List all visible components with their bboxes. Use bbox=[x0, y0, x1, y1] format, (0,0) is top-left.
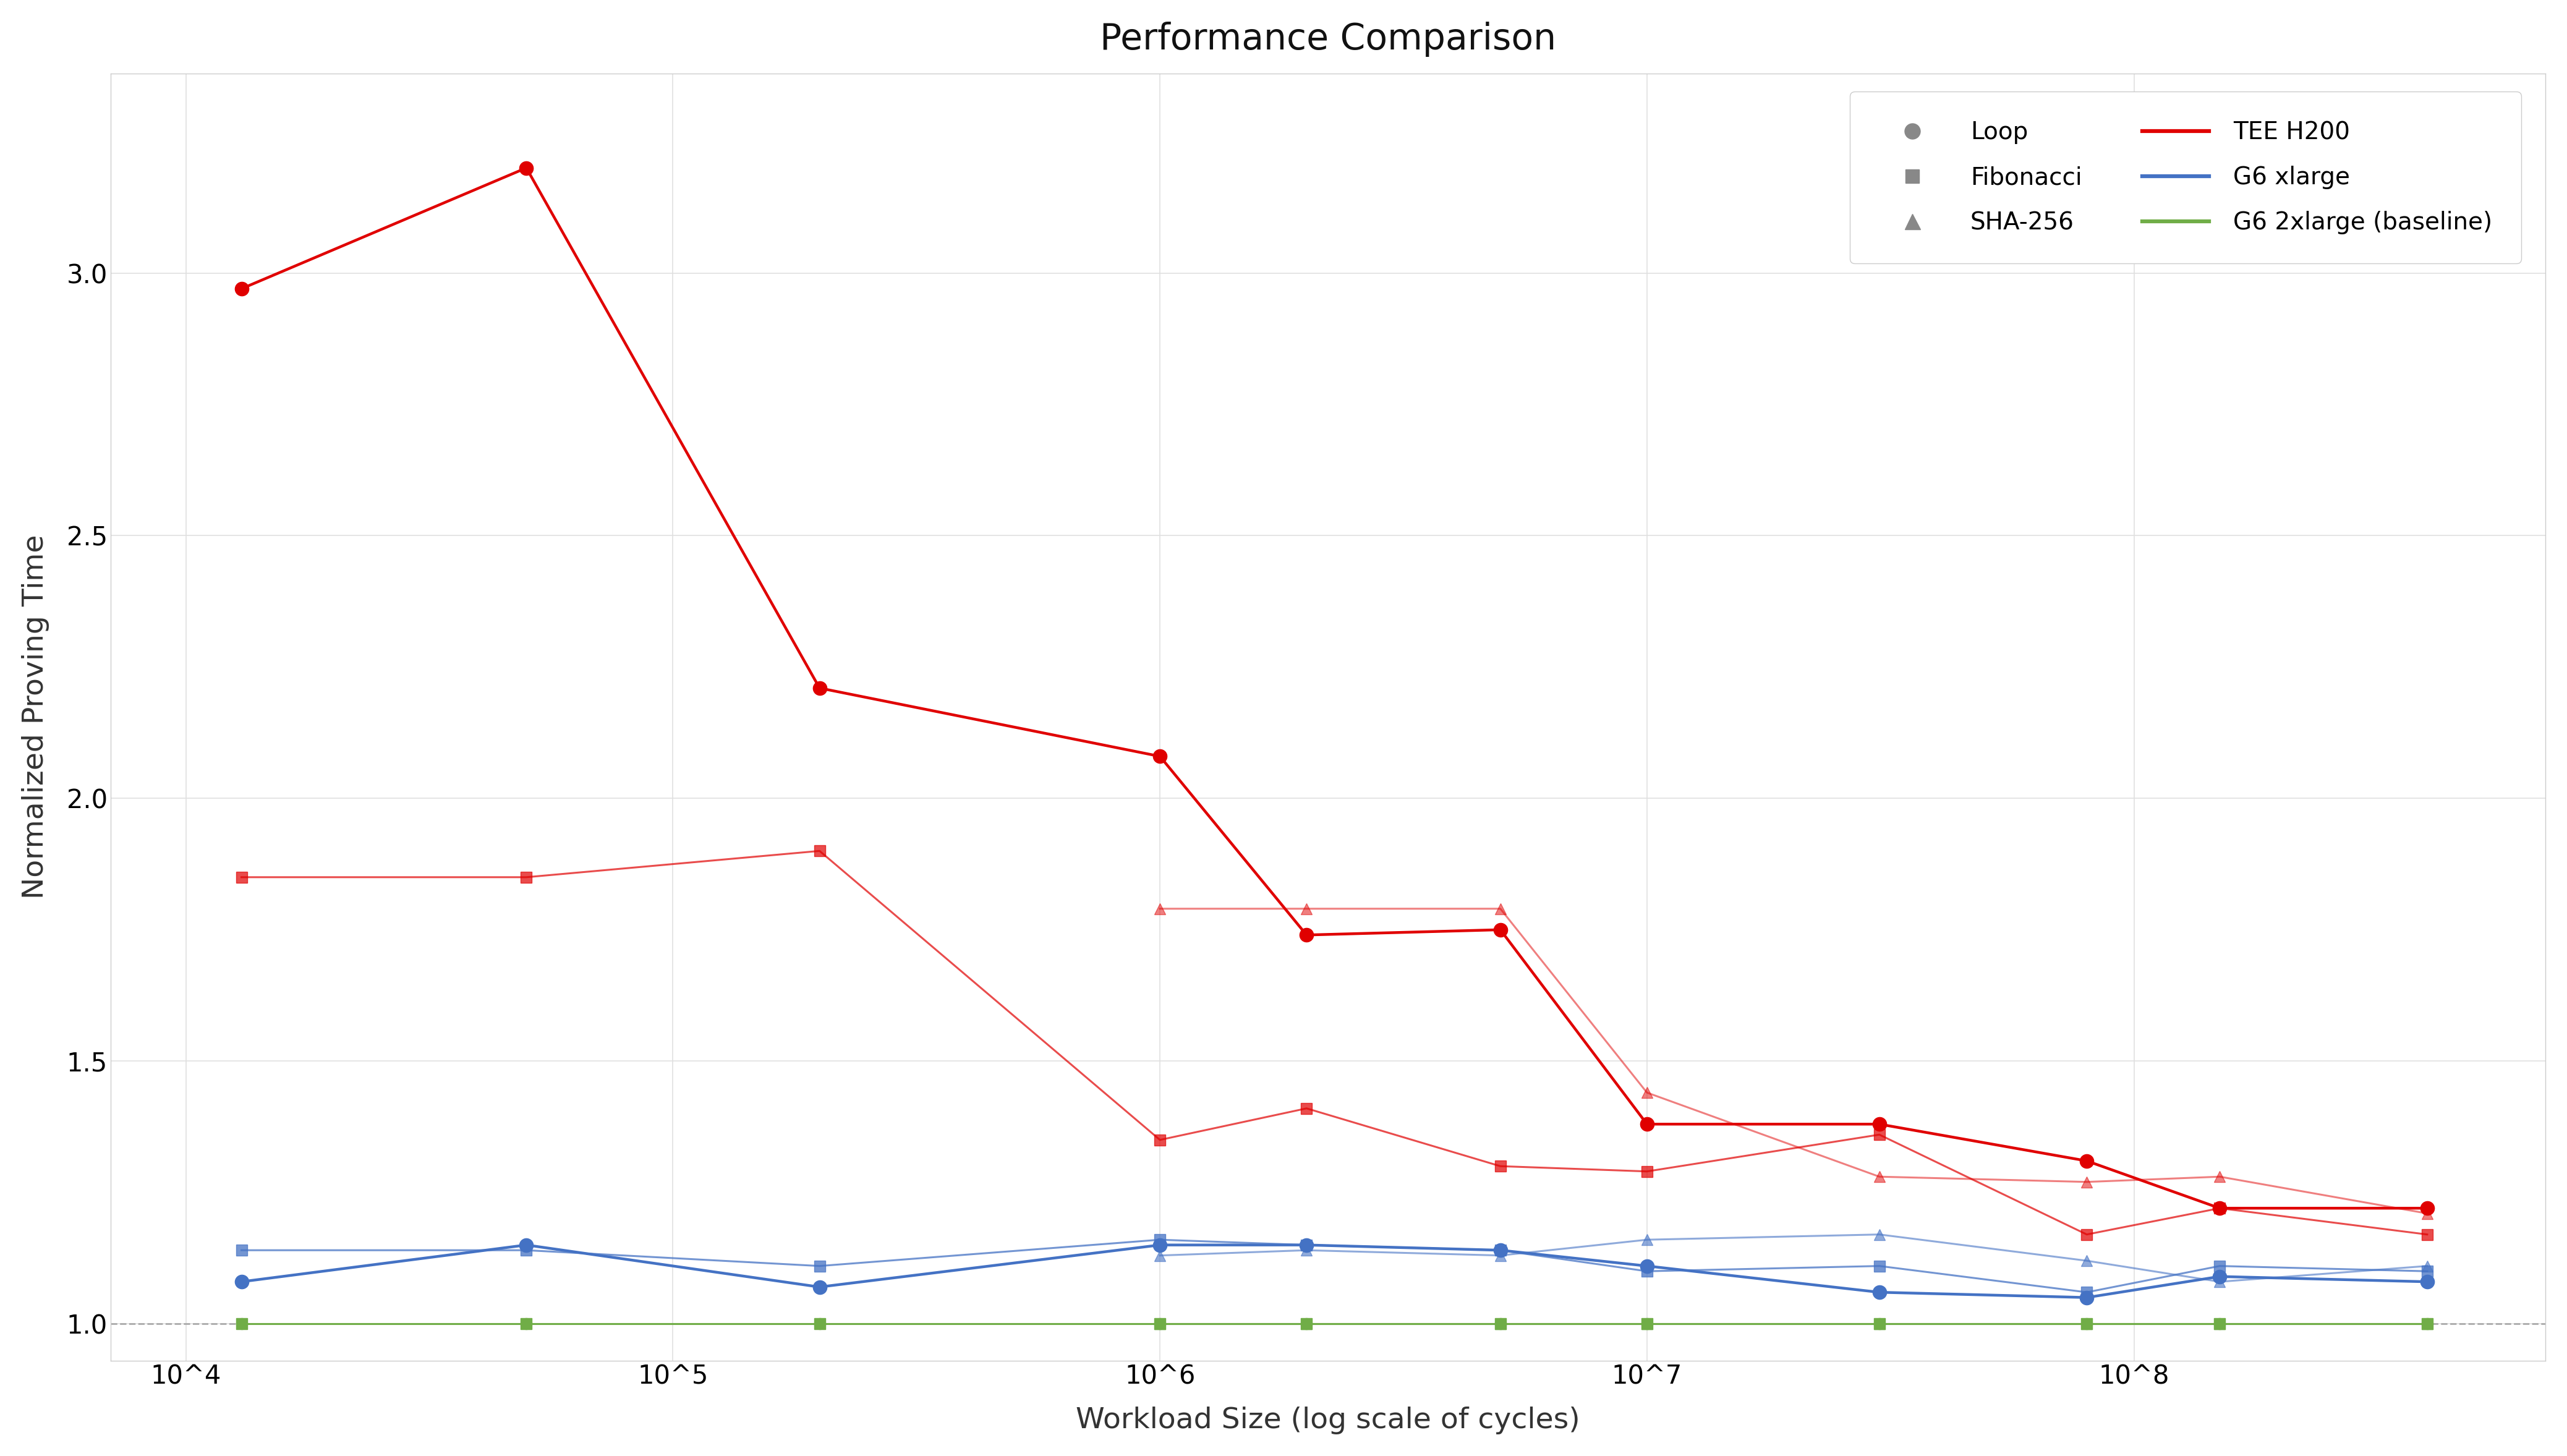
Legend: Loop, Fibonacci, SHA-256, TEE H200, G6 xlarge, G6 2xlarge (baseline): Loop, Fibonacci, SHA-256, TEE H200, G6 x… bbox=[1851, 92, 2521, 264]
X-axis label: Workload Size (log scale of cycles): Workload Size (log scale of cycles) bbox=[1076, 1406, 1581, 1434]
Y-axis label: Normalized Proving Time: Normalized Proving Time bbox=[21, 534, 49, 900]
Title: Performance Comparison: Performance Comparison bbox=[1099, 22, 1556, 57]
